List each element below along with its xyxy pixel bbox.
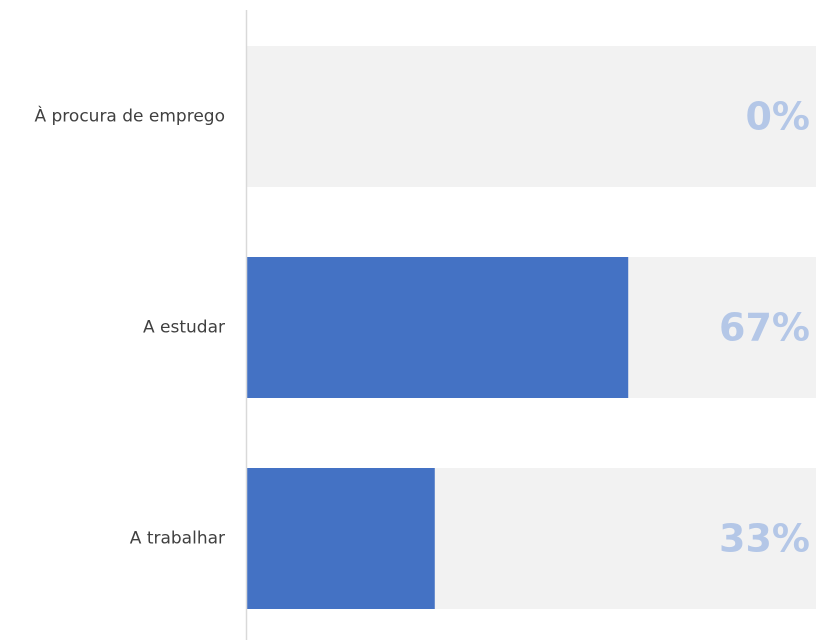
data-label: 0% <box>745 95 810 139</box>
data-label: 33% <box>719 517 810 561</box>
category-tick-label: A trabalhar <box>130 529 225 549</box>
bar <box>247 468 435 609</box>
category-tick-label: A estudar <box>143 318 225 338</box>
category-tick-label: À procura de emprego <box>34 105 225 127</box>
bar-track <box>247 46 816 187</box>
bar <box>247 257 629 398</box>
data-label: 67% <box>719 306 810 350</box>
